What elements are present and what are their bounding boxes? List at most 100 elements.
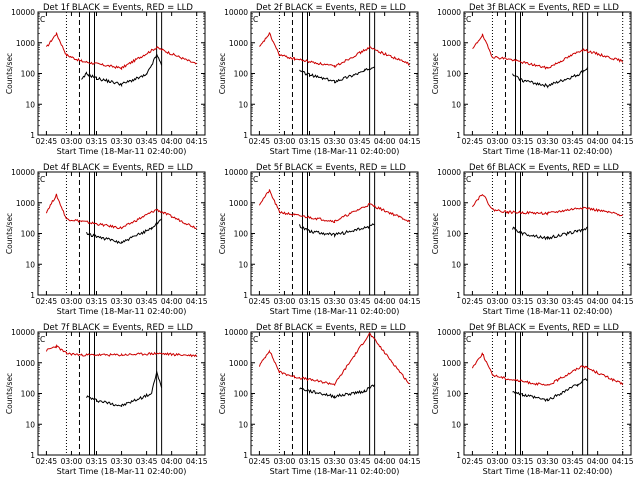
y-tick-label: 10000: [224, 328, 248, 337]
y-axis-label: Counts/sec: [218, 213, 227, 254]
panel-title: Det 9f BLACK = Events, RED = LLD: [469, 323, 619, 333]
x-tick-label: 03:00: [61, 457, 83, 466]
x-tick-label: 03:15: [86, 137, 108, 146]
panel-det-7: Det 7f BLACK = Events, RED = LLD C 1 10 100 1…: [5, 323, 208, 476]
corner-mark: C: [40, 335, 45, 344]
series-lld: [258, 189, 411, 224]
series-events: [86, 371, 163, 408]
x-axis-label: Start Time (18-Mar-11 02:40:00): [270, 147, 400, 156]
series-events: [81, 53, 163, 88]
y-tick-label: 10: [238, 260, 248, 269]
y-axis-label: Counts/sec: [218, 53, 227, 94]
x-tick-label: 03:15: [512, 137, 534, 146]
x-tick-label: 03:30: [537, 297, 559, 306]
plot-frame: [37, 11, 206, 136]
y-tick-label: 1000: [442, 359, 461, 368]
x-tick-label: 04:00: [374, 297, 396, 306]
x-tick-label: 02:45: [36, 137, 58, 146]
y-tick-label: 1000: [229, 359, 248, 368]
y-axis-label: Counts/sec: [218, 373, 227, 414]
x-axis-label: Start Time (18-Mar-11 02:40:00): [483, 147, 613, 156]
y-tick-label: 100: [447, 230, 462, 239]
x-tick-label: 04:15: [612, 297, 634, 306]
x-tick-label: 03:30: [111, 137, 133, 146]
series-lld: [259, 32, 410, 68]
y-tick-label: 10: [25, 100, 35, 109]
x-tick-label: 03:15: [299, 297, 321, 306]
x-tick-label: 04:15: [399, 457, 421, 466]
y-tick-label: 1: [30, 451, 35, 460]
panel-det-3: Det 3f BLACK = Events, RED = LLD C 1 10 100 1…: [431, 3, 634, 156]
x-tick-label: 04:15: [612, 457, 634, 466]
x-tick-label: 03:45: [136, 457, 158, 466]
x-tick-label: 03:30: [324, 137, 346, 146]
y-tick-label: 1: [243, 291, 248, 300]
plot-frame: [250, 331, 419, 456]
y-tick-label: 10000: [11, 328, 35, 337]
x-tick-label: 04:00: [374, 457, 396, 466]
x-tick-label: 03:15: [512, 457, 534, 466]
x-tick-label: 04:00: [374, 137, 396, 146]
y-tick-label: 10: [451, 260, 461, 269]
x-tick-label: 03:45: [136, 137, 158, 146]
x-tick-label: 03:00: [487, 457, 509, 466]
x-tick-label: 04:15: [399, 297, 421, 306]
x-tick-label: 04:00: [161, 457, 183, 466]
x-tick-label: 03:15: [299, 137, 321, 146]
series-events: [512, 67, 589, 89]
series-events: [299, 384, 376, 399]
y-tick-label: 10000: [437, 328, 461, 337]
y-tick-label: 10: [238, 100, 248, 109]
plot-frame: [463, 171, 632, 296]
series-lld: [472, 194, 624, 217]
x-tick-label: 04:15: [186, 457, 208, 466]
corner-mark: C: [466, 335, 471, 344]
panel-title: Det 1f BLACK = Events, RED = LLD: [43, 3, 193, 13]
y-tick-label: 100: [234, 230, 249, 239]
x-tick-label: 03:00: [274, 457, 296, 466]
y-tick-label: 1000: [442, 199, 461, 208]
series-lld: [45, 32, 197, 71]
y-tick-label: 100: [21, 70, 36, 79]
x-axis-label: Start Time (18-Mar-11 02:40:00): [57, 307, 187, 316]
x-tick-label: 04:15: [186, 137, 208, 146]
y-tick-label: 1000: [16, 359, 35, 368]
y-tick-label: 100: [234, 70, 249, 79]
y-tick-label: 1: [456, 131, 461, 140]
y-tick-label: 1000: [442, 39, 461, 48]
x-tick-label: 04:00: [161, 137, 183, 146]
x-tick-label: 03:30: [324, 457, 346, 466]
x-tick-label: 04:15: [399, 137, 421, 146]
series-events: [512, 377, 588, 403]
y-tick-label: 1: [456, 451, 461, 460]
x-tick-label: 03:45: [349, 297, 371, 306]
x-axis-label: Start Time (18-Mar-11 02:40:00): [483, 307, 613, 316]
panel-det-8: Det 8f BLACK = Events, RED = LLD C 1 10 100 1…: [218, 323, 421, 476]
x-tick-label: 03:30: [111, 457, 133, 466]
x-axis-label: Start Time (18-Mar-11 02:40:00): [483, 467, 613, 476]
x-tick-label: 04:15: [186, 297, 208, 306]
panel-title: Det 5f BLACK = Events, RED = LLD: [256, 163, 406, 173]
x-tick-label: 03:15: [86, 457, 108, 466]
plot-frame: [463, 11, 632, 136]
x-tick-label: 03:30: [537, 457, 559, 466]
y-tick-label: 10: [25, 420, 35, 429]
x-tick-label: 03:00: [487, 297, 509, 306]
series-events: [86, 218, 162, 245]
x-tick-label: 02:45: [462, 457, 484, 466]
x-tick-label: 03:15: [512, 297, 534, 306]
y-axis-label: Counts/sec: [431, 53, 440, 94]
x-tick-label: 02:45: [249, 457, 271, 466]
y-axis-label: Counts/sec: [5, 53, 14, 94]
y-tick-label: 1000: [16, 199, 35, 208]
panel-det-2: Det 2f BLACK = Events, RED = LLD C 1 10 100 1…: [218, 3, 421, 156]
y-tick-label: 1: [456, 291, 461, 300]
x-tick-label: 03:15: [86, 297, 108, 306]
y-tick-label: 10000: [11, 8, 35, 17]
x-tick-label: 02:45: [36, 297, 58, 306]
plot-frame: [250, 171, 419, 296]
x-axis-label: Start Time (18-Mar-11 02:40:00): [57, 147, 187, 156]
panel-title: Det 6f BLACK = Events, RED = LLD: [469, 163, 619, 173]
y-tick-label: 1000: [229, 39, 248, 48]
y-tick-label: 100: [21, 390, 36, 399]
